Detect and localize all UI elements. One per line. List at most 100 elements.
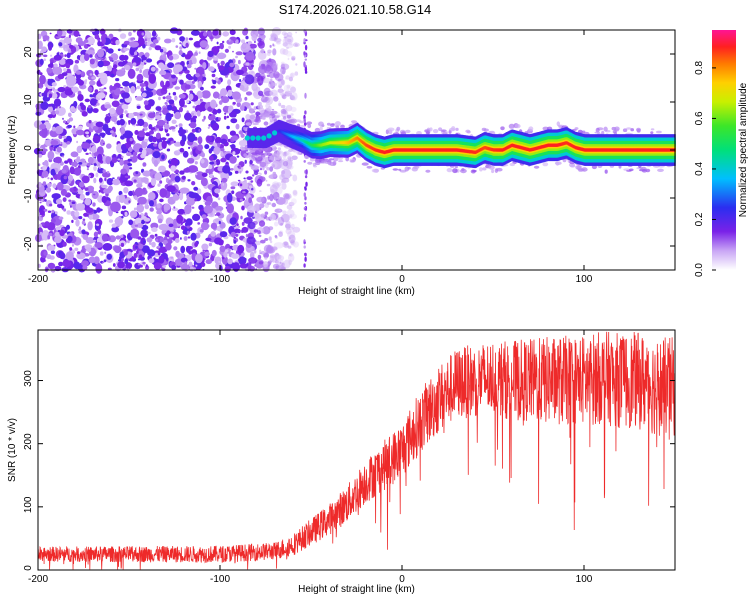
halo-blob	[425, 169, 431, 173]
noise-blob	[272, 43, 275, 47]
noise-blob	[110, 73, 115, 77]
noise-blob	[250, 180, 254, 183]
noise-blob	[277, 216, 285, 226]
noise-blob	[291, 57, 295, 61]
halo-blob	[542, 126, 549, 131]
noise-blob	[86, 168, 89, 171]
noise-blob	[212, 80, 217, 85]
noise-blob	[290, 113, 294, 116]
noise-blob	[255, 240, 261, 246]
noise-blob	[128, 167, 133, 170]
noise-blob	[202, 62, 207, 70]
noise-blob	[86, 36, 96, 45]
noise-blob	[141, 148, 147, 157]
noise-blob	[152, 39, 159, 44]
noise-blob	[176, 214, 184, 224]
noise-blob	[89, 58, 95, 65]
noise-blob	[91, 76, 97, 80]
noise-blob	[136, 73, 144, 82]
noise-stripe-blob	[304, 256, 307, 262]
noise-blob	[229, 156, 237, 164]
noise-blob	[171, 119, 177, 125]
noise-blob	[132, 62, 137, 67]
noise-blob	[133, 252, 138, 259]
noise-blob	[215, 218, 220, 222]
noise-blob	[81, 220, 86, 225]
noise-blob	[262, 166, 265, 171]
halo-blob	[472, 169, 477, 173]
noise-blob	[232, 151, 236, 155]
noise-blob	[234, 170, 239, 174]
noise-blob	[143, 138, 149, 143]
noise-blob	[239, 263, 248, 269]
noise-blob	[124, 266, 127, 269]
noise-blob	[258, 220, 266, 227]
noise-blob	[190, 232, 197, 241]
halo-blob	[306, 121, 313, 125]
noise-blob	[47, 114, 54, 119]
noise-blob	[240, 133, 245, 138]
halo-blob	[371, 168, 379, 173]
noise-blob	[271, 108, 275, 111]
noise-blob	[227, 79, 232, 86]
noise-blob	[291, 96, 296, 101]
noise-blob	[42, 148, 48, 152]
noise-blob	[200, 222, 210, 231]
noise-blob	[191, 206, 195, 209]
noise-blob	[178, 49, 183, 56]
noise-blob	[84, 98, 91, 103]
noise-blob	[58, 42, 63, 47]
noise-blob	[102, 143, 105, 145]
noise-blob	[219, 222, 226, 229]
noise-blob	[61, 208, 64, 211]
noise-blob	[76, 74, 81, 80]
noise-blob	[76, 55, 81, 60]
noise-blob	[203, 199, 206, 203]
halo-blob	[577, 129, 583, 134]
noise-blob	[235, 55, 238, 59]
noise-blob	[154, 172, 162, 181]
noise-blob	[192, 105, 196, 109]
noise-blob	[135, 96, 143, 101]
noise-blob	[289, 42, 293, 46]
noise-blob	[47, 234, 51, 240]
noise-blob	[62, 197, 67, 203]
noise-blob	[119, 33, 127, 39]
noise-blob	[98, 72, 108, 79]
noise-blob	[191, 112, 195, 116]
noise-blob	[103, 87, 107, 90]
noise-blob	[127, 68, 136, 79]
noise-blob	[149, 241, 152, 245]
noise-blob	[292, 189, 298, 196]
noise-blob	[249, 251, 255, 259]
noise-blob	[136, 105, 141, 110]
noise-blob	[80, 158, 86, 163]
noise-blob	[85, 131, 90, 135]
noise-blob	[80, 71, 85, 75]
noise-blob	[177, 192, 180, 195]
noise-blob	[208, 242, 213, 247]
noise-blob	[124, 44, 128, 47]
noise-blob	[255, 111, 261, 116]
noise-blob	[60, 188, 67, 196]
noise-blob	[245, 35, 249, 40]
noise-blob	[110, 116, 118, 122]
noise-blob	[285, 77, 288, 80]
noise-blob	[73, 30, 80, 37]
noise-blob	[145, 264, 148, 268]
noise-blob	[189, 227, 193, 231]
halo-blob	[340, 124, 345, 129]
noise-blob	[166, 52, 169, 55]
noise-blob	[178, 123, 183, 128]
noise-blob	[285, 223, 291, 229]
halo-blob	[264, 113, 271, 118]
noise-blob	[289, 95, 296, 101]
noise-blob	[64, 48, 67, 52]
noise-stripe-blob	[303, 61, 306, 68]
noise-blob	[65, 58, 74, 65]
noise-blob	[289, 214, 293, 219]
noise-blob	[166, 133, 170, 137]
noise-blob	[274, 235, 278, 238]
noise-blob	[124, 175, 129, 178]
noise-blob	[119, 98, 125, 103]
